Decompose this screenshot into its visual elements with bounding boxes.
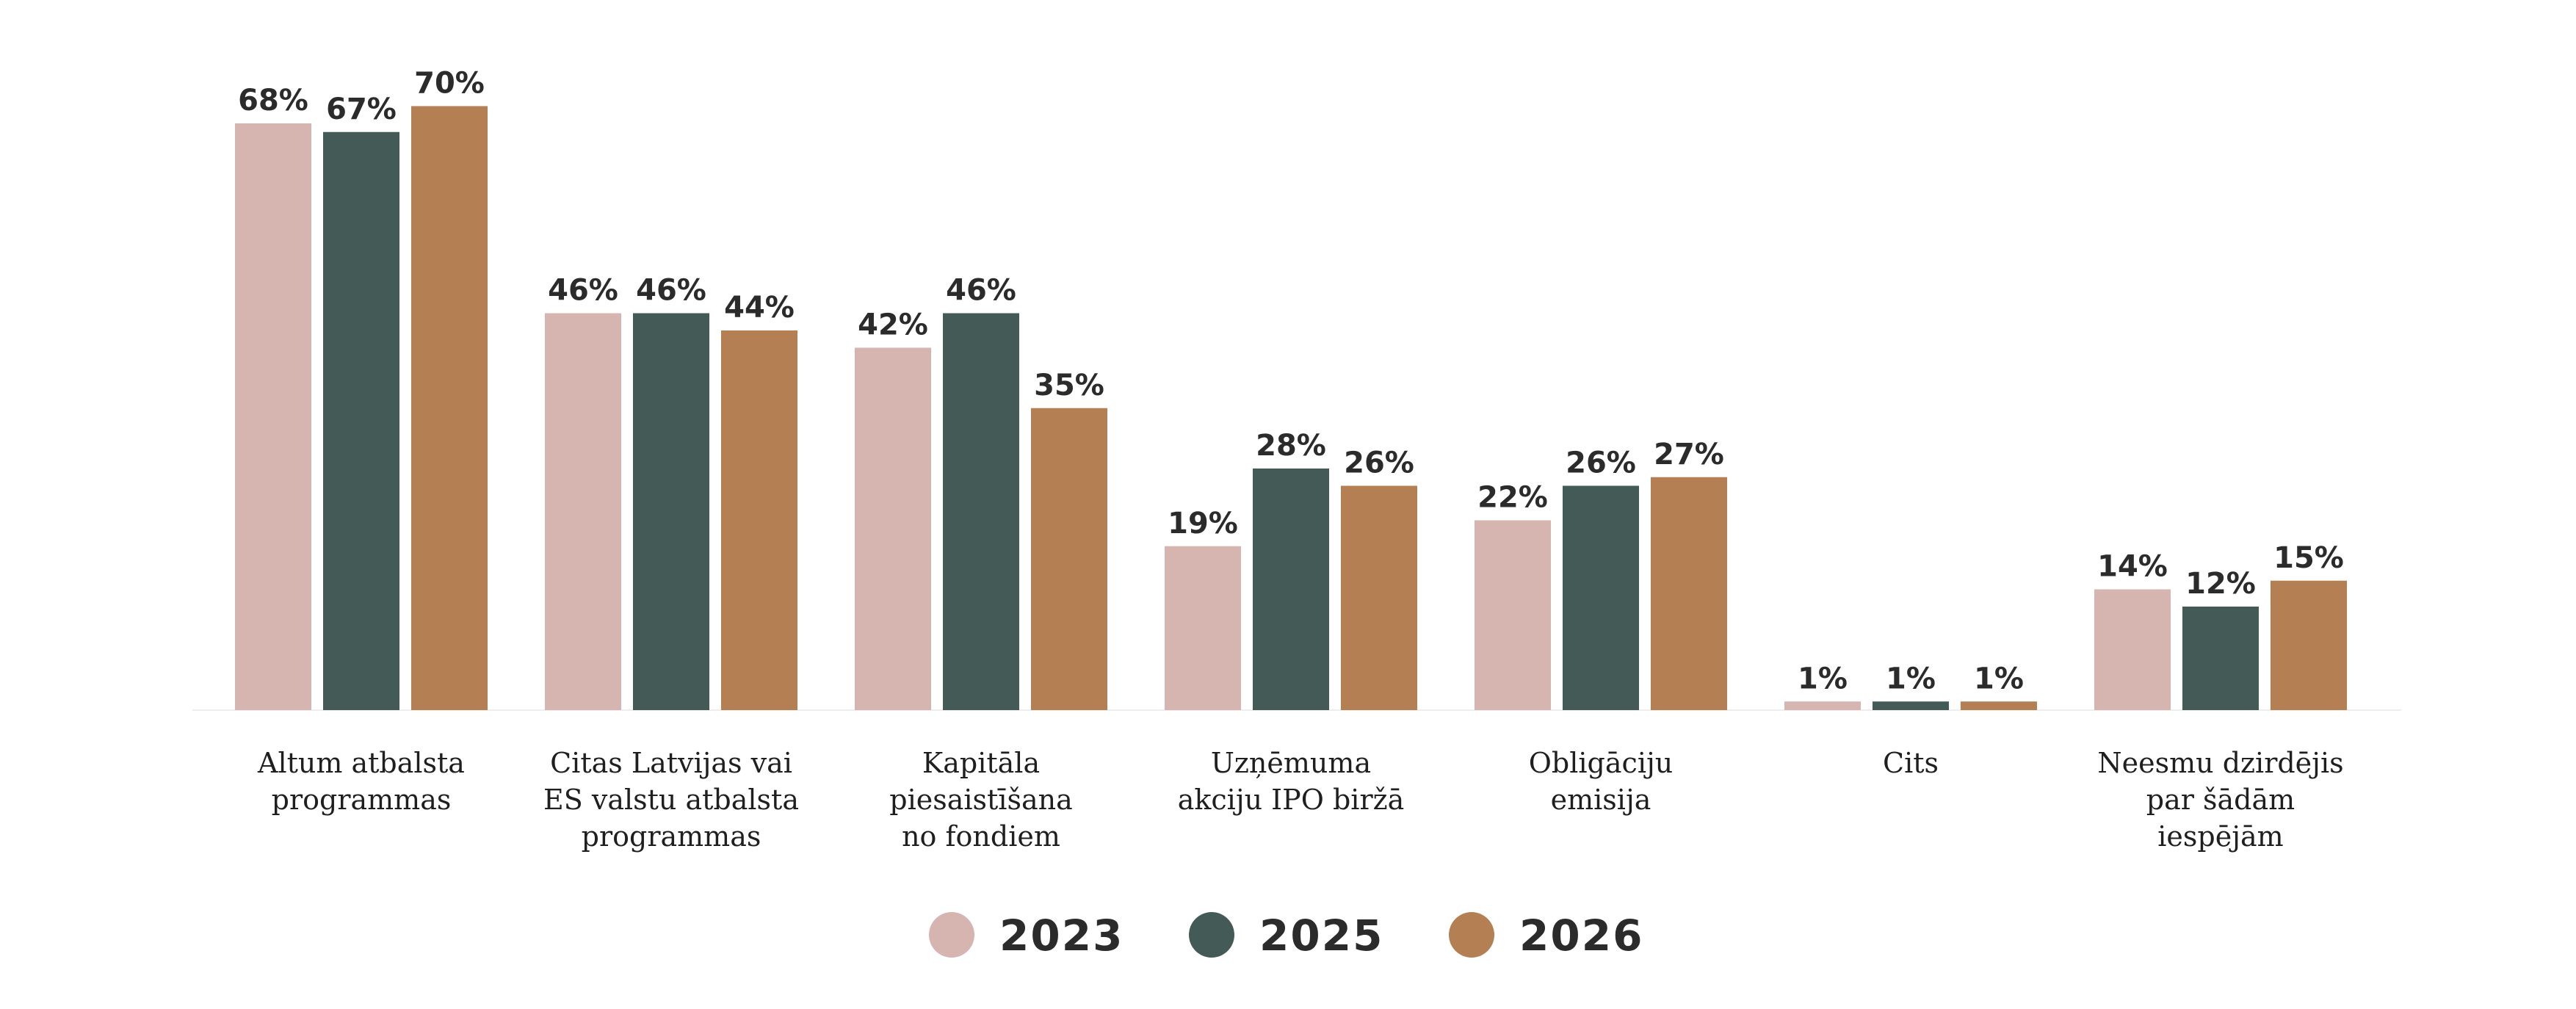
bar-2023-cat-1 xyxy=(545,313,621,710)
bar-2026-cat-4 xyxy=(1651,477,1727,710)
bar-2026-cat-6 xyxy=(2271,580,2347,710)
bar-2025-cat-6 xyxy=(2182,607,2259,710)
value-label-2026-cat-3: 26% xyxy=(1344,446,1414,480)
value-label-2026-cat-4: 27% xyxy=(1654,438,1724,471)
value-label-2026-cat-0: 70% xyxy=(414,67,485,101)
value-label-2026-cat-5: 1% xyxy=(1974,662,2024,695)
legend-swatch-2025 xyxy=(1189,912,1234,958)
bar-2025-cat-4 xyxy=(1563,485,1639,710)
legend-label-2026: 2026 xyxy=(1519,911,1643,961)
bar-2026-cat-5 xyxy=(1961,701,2037,710)
bar-2023-cat-3 xyxy=(1165,546,1241,710)
bar-2025-cat-5 xyxy=(1873,701,1949,710)
bar-2023-cat-5 xyxy=(1784,701,1861,710)
value-label-2025-cat-5: 1% xyxy=(1886,662,1936,695)
bar-2025-cat-3 xyxy=(1253,469,1329,710)
value-label-2023-cat-1: 46% xyxy=(548,274,618,308)
category-labels-group: Altum atbalsta programmas Citas Latvijas v… xyxy=(257,747,2344,853)
value-label-2026-cat-2: 35% xyxy=(1034,369,1104,402)
value-label-2025-cat-3: 28% xyxy=(1256,429,1326,463)
legend: 2023 2025 2026 xyxy=(929,911,1643,961)
bar-2023-cat-0 xyxy=(235,123,311,710)
legend-label-2023: 2023 xyxy=(999,911,1124,961)
category-label-4: Obligāciju emisija xyxy=(1529,747,1673,816)
value-label-2023-cat-2: 42% xyxy=(858,308,928,342)
bar-2026-cat-3 xyxy=(1341,485,1417,710)
category-label-2: Kapitāla piesaistīšana no fondiem xyxy=(889,747,1073,853)
value-label-2026-cat-6: 15% xyxy=(2273,541,2344,575)
bar-2025-cat-1 xyxy=(633,313,709,710)
value-label-2025-cat-1: 46% xyxy=(636,274,706,308)
bar-2023-cat-2 xyxy=(855,347,931,710)
value-label-2025-cat-4: 26% xyxy=(1566,446,1636,480)
value-label-2023-cat-3: 19% xyxy=(1168,507,1238,540)
value-label-2023-cat-5: 1% xyxy=(1798,662,1848,695)
category-label-0: Altum atbalsta programmas xyxy=(257,747,465,816)
value-label-2025-cat-6: 12% xyxy=(2185,567,2256,601)
legend-label-2025: 2025 xyxy=(1259,911,1383,961)
bar-2025-cat-2 xyxy=(943,313,1019,710)
bar-2026-cat-1 xyxy=(721,330,797,710)
category-label-6: Neesmu dzirdējis par šādām iespējām xyxy=(2097,747,2343,853)
bar-2023-cat-4 xyxy=(1475,520,1551,710)
bar-2026-cat-2 xyxy=(1031,408,1107,710)
value-label-2026-cat-1: 44% xyxy=(724,291,795,325)
category-label-1: Citas Latvijas vai ES valstu atbalsta prog… xyxy=(543,747,799,853)
bar-2026-cat-0 xyxy=(411,106,488,710)
bar-2023-cat-6 xyxy=(2094,589,2171,710)
bars-group xyxy=(235,106,2347,710)
bar-2025-cat-0 xyxy=(323,131,399,710)
value-label-2023-cat-4: 22% xyxy=(1477,481,1548,515)
value-label-2025-cat-0: 67% xyxy=(326,93,397,126)
legend-swatch-2026 xyxy=(1449,912,1494,958)
value-label-2023-cat-6: 14% xyxy=(2097,550,2168,584)
legend-swatch-2023 xyxy=(929,912,974,958)
category-label-3: Uzņēmuma akciju IPO biržā xyxy=(1178,747,1405,816)
value-label-2025-cat-2: 46% xyxy=(946,274,1016,308)
value-labels-group: 68% 67% 70% 46% 46% 44% 42% 46% 35% 19% 28% 26% 22% 2… xyxy=(238,67,2344,696)
value-label-2023-cat-0: 68% xyxy=(238,84,308,117)
category-label-5: Cits xyxy=(1883,747,1939,779)
